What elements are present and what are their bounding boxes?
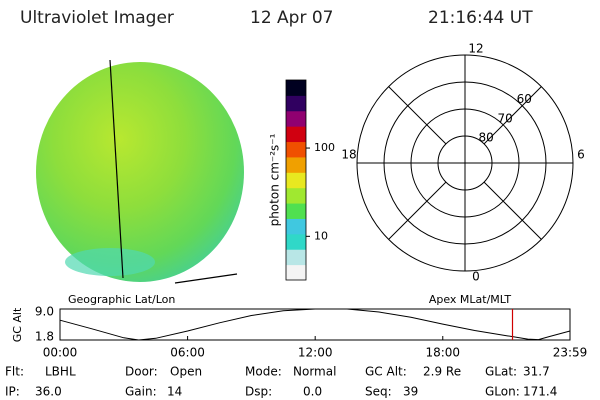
map-label: Geographic Lat/Lon [68, 293, 175, 306]
colorbar-segment [286, 110, 306, 127]
status-label: GLat: [485, 365, 517, 379]
mlt-label: 12 [468, 42, 483, 56]
colorbar-segment [286, 172, 306, 189]
status-value: 39 [403, 385, 418, 399]
colorbar-segment [286, 95, 306, 112]
mlt-label: 18 [341, 148, 356, 162]
time: 21:16:44 UT [428, 8, 533, 28]
colorbar-tick-label: 10 [314, 229, 328, 242]
mlt-label: 0 [472, 270, 480, 284]
y-tick-label: 9.0 [35, 305, 54, 319]
status-label: Door: [125, 365, 158, 379]
map-label: Apex MLat/MLT [429, 293, 512, 306]
status-label: Seq: [365, 385, 392, 399]
colorbar-label: photon cm⁻²s⁻¹ [268, 133, 282, 226]
status-panel: Flt: LBHL Door: Open Mode: Normal GC Alt: 2.9 R… [5, 365, 557, 399]
x-tick-label: 00:00 [43, 346, 78, 360]
status-label: Mode: [245, 365, 282, 379]
x-tick-label: 18:00 [425, 346, 460, 360]
status-label: Dsp: [245, 385, 272, 399]
image-patch [65, 248, 155, 276]
x-tick-label: 12:00 [298, 346, 333, 360]
status-value: Open [170, 365, 202, 379]
status-label: GC Alt: [365, 365, 407, 379]
mlt-label: 6 [577, 148, 585, 162]
polar-diagonal [483, 181, 542, 240]
plot-frame [59, 308, 571, 341]
title: Ultraviolet Imager [20, 8, 174, 28]
colorbar-segment [286, 141, 306, 158]
status-label: Flt: [5, 365, 24, 379]
status-value: 14 [167, 385, 182, 399]
altitude-curve [59, 308, 571, 341]
status-value: 171.4 [523, 385, 557, 399]
polar-diagonal [388, 86, 447, 145]
uv-image [36, 59, 244, 284]
status-label: Gain: [125, 385, 157, 399]
colorbar: 10 100 [285, 79, 335, 281]
colorbar-segment [286, 203, 306, 219]
polar-diagonal [388, 181, 447, 240]
y-tick-label: 1.8 [35, 330, 54, 344]
status-value: 2.9 Re [423, 365, 461, 379]
ring-label: 70 [498, 111, 513, 125]
status-value: Normal [293, 365, 336, 379]
x-tick-label: 06:00 [170, 346, 205, 360]
y-axis-label: GC Alt [11, 307, 24, 342]
colorbar-segment [286, 233, 306, 250]
colorbar-segment [286, 187, 306, 204]
status-label: GLon: [485, 385, 520, 399]
x-tick-label: 23:59 [553, 346, 588, 360]
colorbar-segment [286, 218, 306, 235]
polar-diagonal [483, 86, 542, 145]
colorbar-frame [285, 79, 307, 281]
status-value: 31.7 [523, 365, 550, 379]
colorbar-segment [286, 249, 306, 266]
colorbar-segment [286, 156, 306, 173]
limb-line [174, 273, 238, 284]
ring-label: 60 [517, 92, 532, 106]
status-value: LBHL [45, 365, 76, 379]
status-value: 36.0 [35, 385, 62, 399]
status-value: 0.0 [303, 385, 322, 399]
terminator-line [109, 59, 124, 279]
status-label: IP: [5, 385, 20, 399]
colorbar-segment [286, 126, 306, 143]
date: 12 Apr 07 [250, 8, 333, 28]
colorbar-segment [286, 264, 306, 281]
colorbar-segment [286, 80, 306, 96]
colorbar-tick-label: 100 [314, 141, 335, 154]
altitude-plot: 9.0 1.8 00:00 06:00 12:00 18:00 23:59 [35, 305, 587, 360]
image-disc [36, 62, 244, 282]
ring-label: 80 [478, 130, 493, 144]
